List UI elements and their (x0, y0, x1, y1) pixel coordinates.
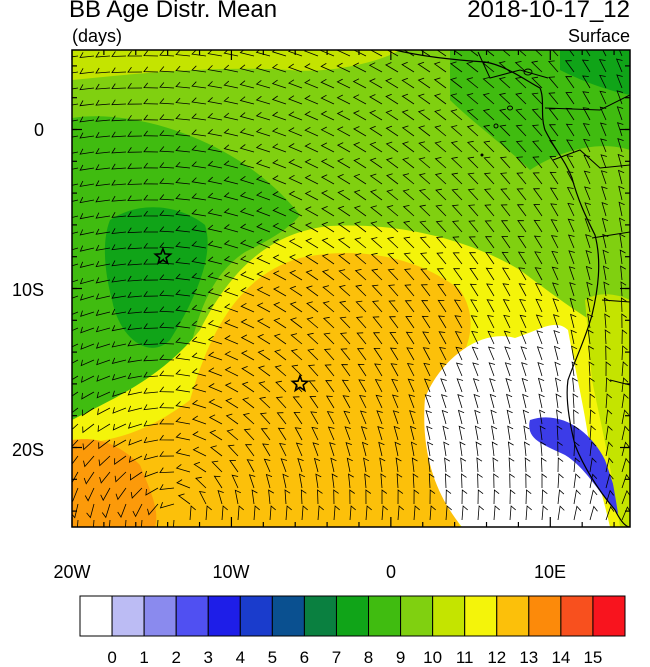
lat-tick-10s: 10S (12, 280, 44, 300)
colorbar-label: 9 (396, 648, 405, 667)
map-datetime: 2018-10-17_12 (467, 0, 630, 23)
colorbar-box (528, 595, 562, 637)
coastline (394, 50, 630, 527)
colorbar-label: 8 (364, 648, 373, 667)
colorbar-label: 1 (139, 648, 148, 667)
colorbar-label: 4 (236, 648, 245, 667)
lat-tick-0: 0 (34, 120, 44, 140)
colorbar-label: 3 (203, 648, 212, 667)
colorbar-label: 12 (487, 648, 506, 667)
colorbar-box (368, 595, 402, 637)
colorbar-label: 11 (456, 648, 474, 667)
colorbar (79, 595, 626, 637)
colorbar-label: 10 (423, 648, 442, 667)
colorbar-label: 14 (551, 648, 570, 667)
axis-ticks (71, 50, 630, 527)
lon-tick-10e: 10E (534, 562, 566, 582)
lat-tick-20s: 20S (12, 440, 44, 460)
colorbar-box (271, 595, 305, 637)
colorbar-box (207, 595, 241, 637)
colorbar-box (400, 595, 434, 637)
lon-tick-0: 0 (386, 562, 396, 582)
colorbar-labels: 0 1 2 3 4 5 6 7 8 9 10 11 12 13 14 15 (107, 648, 602, 667)
lon-tick-10w: 10W (212, 562, 249, 582)
colorbar-label: 15 (583, 648, 602, 667)
colorbar-box (335, 595, 370, 637)
map-units: (days) (72, 26, 123, 46)
colorbar-box (239, 595, 273, 637)
colorbar-box (432, 595, 466, 637)
map-title: BB Age Distr. Mean (69, 0, 278, 23)
colorbar-label: 5 (268, 648, 277, 667)
colorbar-box (143, 595, 177, 637)
colorbar-box (464, 595, 498, 637)
site-markers (153, 246, 310, 393)
lon-tick-20w: 20W (53, 562, 90, 582)
colorbar-box (303, 595, 337, 637)
colorbar-box (111, 595, 145, 637)
colorbar-box (175, 595, 209, 637)
colorbar-box (592, 595, 626, 637)
colorbar-box (79, 595, 113, 637)
map-level: Surface (567, 26, 630, 46)
star-central-marker (290, 373, 310, 393)
colorbar-label: 0 (107, 648, 116, 667)
colorbar-label: 7 (332, 648, 341, 667)
colorbar-box (560, 595, 594, 637)
age-field (72, 50, 630, 527)
colorbar-label: 2 (171, 648, 180, 667)
star-west-marker (153, 246, 173, 266)
colorbar-label: 6 (300, 648, 309, 667)
wind-barbs (72, 50, 630, 527)
colorbar-label: 13 (519, 648, 538, 667)
colorbar-box (496, 595, 530, 637)
